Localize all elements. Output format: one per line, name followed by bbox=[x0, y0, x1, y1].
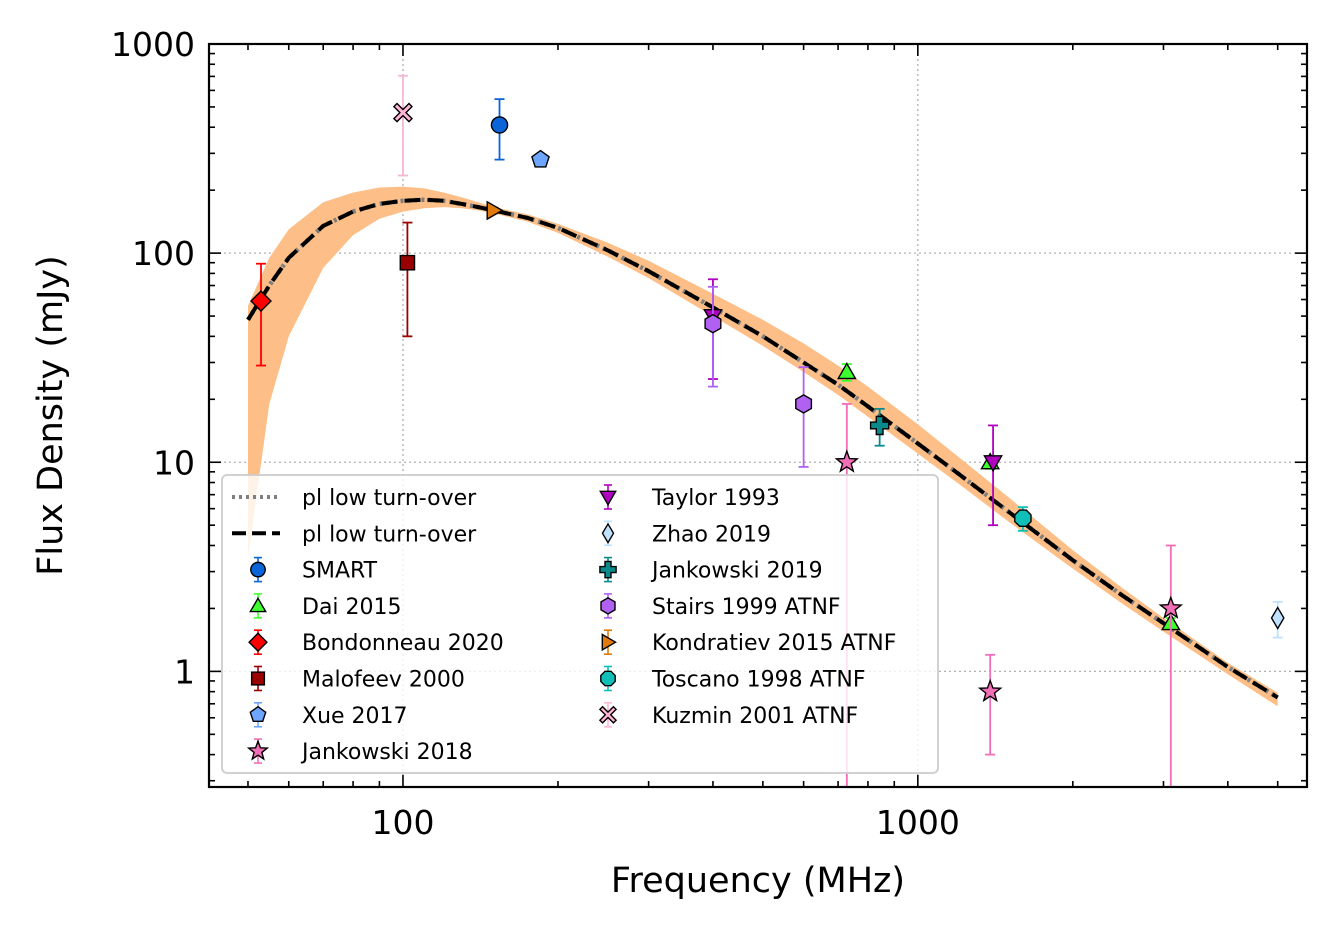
legend-entry: Jankowski 2018 bbox=[246, 738, 473, 765]
model-curve bbox=[246, 197, 1279, 700]
data-point bbox=[486, 200, 504, 221]
model-curve-dashed bbox=[246, 197, 1279, 700]
legend-entry: Toscano 1998 ATNF bbox=[600, 665, 865, 693]
series-malofeev-2000 bbox=[399, 221, 416, 338]
data-point bbox=[869, 415, 890, 436]
legend-label: Dai 2015 bbox=[302, 595, 402, 620]
data-point bbox=[1270, 606, 1285, 630]
legend-entry: Xue 2017 bbox=[249, 701, 408, 729]
data-point bbox=[834, 449, 860, 473]
legend-label: Xue 2017 bbox=[302, 704, 408, 729]
series-jankowski-2019 bbox=[869, 407, 890, 447]
series-zhao-2019 bbox=[1270, 600, 1285, 639]
y-axis-label: Flux Density (mJy) bbox=[31, 255, 71, 576]
legend-entry: pl low turn-over bbox=[232, 486, 477, 511]
legend-box bbox=[221, 474, 939, 774]
legend-marker-swatch bbox=[250, 561, 266, 578]
x-tick-label: 1000 bbox=[876, 803, 960, 842]
data-point bbox=[1158, 595, 1184, 619]
data-point bbox=[250, 290, 272, 312]
data-point bbox=[983, 455, 1003, 473]
legend-label: pl low turn-over bbox=[302, 522, 477, 547]
x-tick-label: 100 bbox=[371, 803, 434, 842]
data-point bbox=[1014, 509, 1032, 527]
data-point bbox=[531, 149, 550, 168]
plot-frame bbox=[207, 42, 1309, 789]
legend-entry: Kondratiev 2015 ATNF bbox=[601, 629, 896, 656]
legend-entry: pl low turn-over bbox=[232, 522, 477, 547]
tick-labels: 100 1000 1 10 100 1000 bbox=[111, 25, 960, 842]
legend-marker-swatch bbox=[246, 739, 270, 761]
legend-marker-swatch bbox=[249, 705, 267, 722]
legend-label: Zhao 2019 bbox=[652, 522, 771, 547]
legend-entry: Malofeev 2000 bbox=[250, 665, 465, 693]
data-point bbox=[795, 394, 813, 414]
legend-marker-swatch bbox=[248, 632, 268, 653]
series-bondonneau-2020 bbox=[250, 262, 272, 367]
legend-marker-swatch bbox=[250, 671, 266, 686]
data-point bbox=[392, 102, 413, 123]
legend-label: Kuzmin 2001 ATNF bbox=[652, 704, 858, 729]
legend-label: Toscano 1998 ATNF bbox=[651, 668, 865, 693]
data-point bbox=[977, 678, 1003, 703]
legend-entry: Bondonneau 2020 bbox=[248, 629, 504, 656]
legend: pl low turn-over pl low turn-over SMART Dai… bbox=[221, 474, 939, 774]
series-xue-2017 bbox=[531, 149, 550, 168]
legend-label: Jankowski 2018 bbox=[300, 740, 473, 765]
legend-marker-swatch bbox=[249, 596, 267, 613]
legend-entry: Stairs 1999 ATNF bbox=[600, 593, 841, 620]
legend-label: Taylor 1993 bbox=[651, 486, 780, 511]
legend-entry: Zhao 2019 bbox=[601, 520, 771, 547]
y-tick-label: 10 bbox=[153, 443, 195, 482]
data-point bbox=[399, 254, 416, 271]
legend-entry: Dai 2015 bbox=[249, 593, 402, 620]
y-tick-label: 100 bbox=[132, 234, 195, 273]
legend-marker-swatch bbox=[601, 633, 617, 652]
legend-label: Bondonneau 2020 bbox=[302, 631, 504, 656]
y-tick-label: 1000 bbox=[111, 25, 195, 64]
legend-marker-swatch bbox=[598, 705, 618, 724]
legend-marker-swatch bbox=[599, 560, 617, 579]
series-kuzmin-2001-atnf bbox=[392, 74, 413, 177]
series-toscano-1998-atnf bbox=[1014, 506, 1032, 532]
legend-label: Jankowski 2019 bbox=[650, 559, 823, 584]
legend-marker-swatch bbox=[599, 490, 617, 507]
series-kondratiev-2015-atnf bbox=[486, 200, 504, 221]
y-tick-label: 1 bbox=[174, 652, 195, 691]
series-smart bbox=[490, 98, 509, 161]
data-point bbox=[836, 362, 857, 380]
legend-label: Malofeev 2000 bbox=[302, 668, 465, 693]
legend-entry: SMART bbox=[250, 556, 378, 584]
series-stairs-1999-atnf bbox=[704, 285, 813, 468]
legend-entry: Taylor 1993 bbox=[599, 484, 780, 511]
data-point bbox=[490, 116, 509, 134]
legend-marker-swatch bbox=[601, 522, 615, 545]
legend-label: pl low turn-over bbox=[302, 486, 477, 511]
axis-ticks bbox=[209, 43, 1307, 787]
data-point bbox=[704, 313, 722, 334]
x-axis-label: Frequency (MHz) bbox=[611, 861, 905, 901]
legend-marker-swatch bbox=[600, 670, 616, 687]
legend-label: Stairs 1999 ATNF bbox=[652, 595, 841, 620]
legend-entry: Jankowski 2019 bbox=[599, 556, 823, 584]
legend-marker-swatch bbox=[600, 596, 616, 615]
legend-label: SMART bbox=[302, 559, 378, 584]
legend-label: Kondratiev 2015 ATNF bbox=[652, 631, 896, 656]
legend-entry: Kuzmin 2001 ATNF bbox=[598, 701, 858, 729]
